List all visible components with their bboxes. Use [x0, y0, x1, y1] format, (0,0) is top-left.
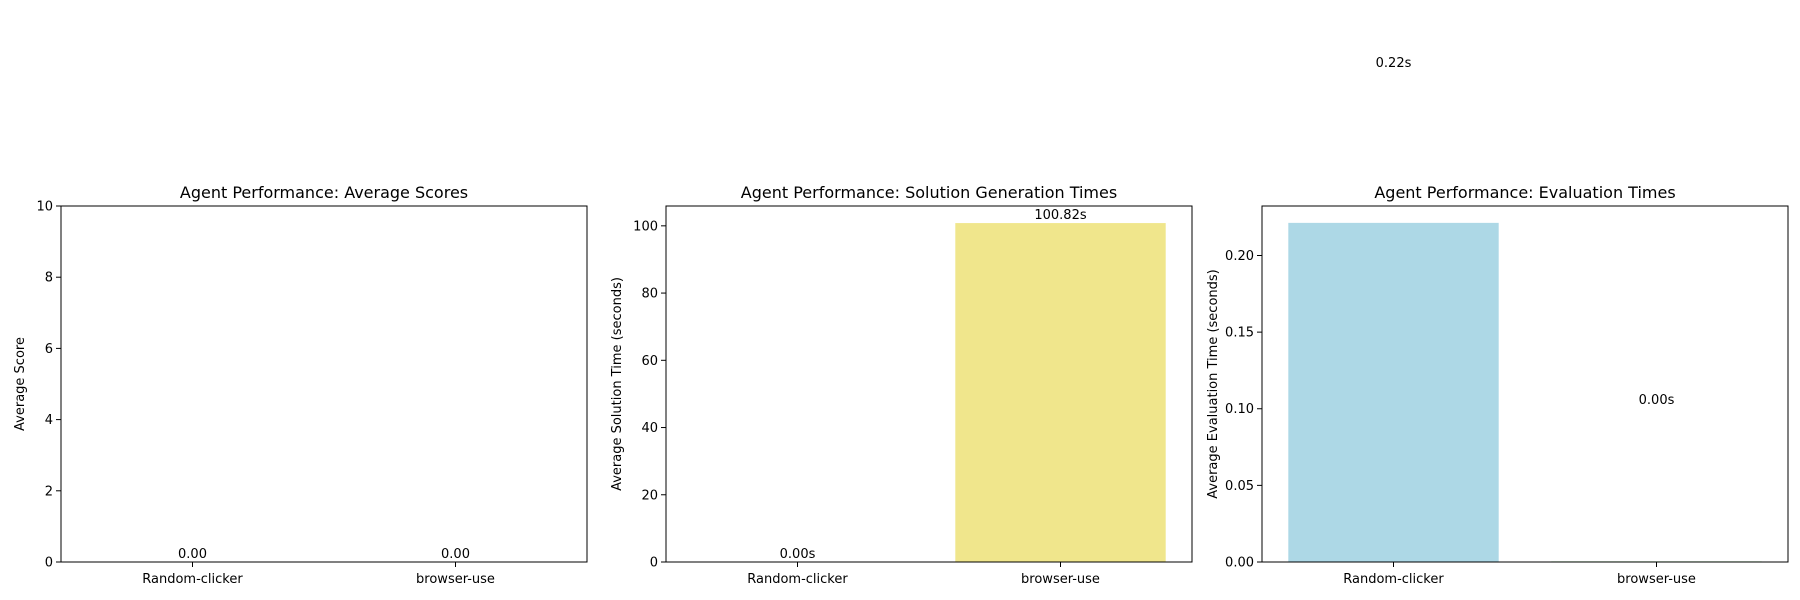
y-tick-label: 6 — [45, 342, 53, 357]
y-tick-label: 80 — [641, 287, 658, 302]
bar-browser-use — [955, 223, 1166, 562]
y-tick-label: 20 — [641, 488, 658, 503]
axes-frame — [1261, 205, 1789, 563]
y-axis-label: Average Evaluation Time (seconds) — [1206, 269, 1221, 498]
y-tick-label: 100 — [633, 219, 658, 234]
y-tick-label: 40 — [641, 421, 658, 436]
x-tick-label: browser-use — [1021, 572, 1100, 587]
chart-title: Agent Performance: Solution Generation T… — [741, 183, 1117, 202]
x-tick-label: Random-clicker — [747, 572, 848, 587]
y-tick-label: 0.10 — [1225, 402, 1254, 417]
data-label: 0.00s — [1639, 393, 1675, 408]
x-tick-label: browser-use — [1617, 572, 1696, 587]
chart-title: Agent Performance: Evaluation Times — [1374, 183, 1675, 202]
y-tick-label: 10 — [36, 200, 53, 215]
x-tick-label: Random-clicker — [142, 572, 243, 587]
x-tick-label: Random-clicker — [1343, 572, 1444, 587]
y-tick-label: 0 — [45, 556, 53, 571]
chart-1: 0.00 0.00 0 2 4 6 8 10 Random-clicker browser-use… — [13, 183, 588, 587]
axes-frame — [60, 205, 588, 563]
chart-3: 0.22s 0.00s 0.00 0.05 0.10 0.15 0.20 Random-cli… — [1206, 56, 1789, 587]
y-tick-label: 0 — [650, 556, 658, 571]
axes-frame — [665, 205, 1193, 563]
chart-2: 0.00s 100.82s 0 20 40 60 80 100 Random-clicker br… — [610, 183, 1193, 587]
data-label: 0.00s — [780, 547, 816, 562]
data-label: 100.82s — [1034, 208, 1086, 223]
bar-random-clicker — [1288, 222, 1499, 562]
y-tick-label: 0.05 — [1225, 479, 1254, 494]
data-label: 0.00 — [178, 547, 207, 562]
y-tick-label: 60 — [641, 354, 658, 369]
x-tick-label: browser-use — [416, 572, 495, 587]
data-label: 0.22s — [1376, 56, 1412, 71]
y-tick-label: 0.00 — [1225, 556, 1254, 571]
y-tick-label: 0.20 — [1225, 249, 1254, 264]
y-tick-label: 2 — [45, 484, 53, 499]
data-label: 0.00 — [441, 547, 470, 562]
y-axis-label: Average Solution Time (seconds) — [610, 277, 625, 491]
y-tick-label: 8 — [45, 271, 53, 286]
chart-title: Agent Performance: Average Scores — [180, 183, 468, 202]
y-axis-label: Average Score — [13, 337, 28, 431]
y-tick-label: 0.15 — [1225, 326, 1254, 341]
y-tick-label: 4 — [45, 413, 53, 428]
